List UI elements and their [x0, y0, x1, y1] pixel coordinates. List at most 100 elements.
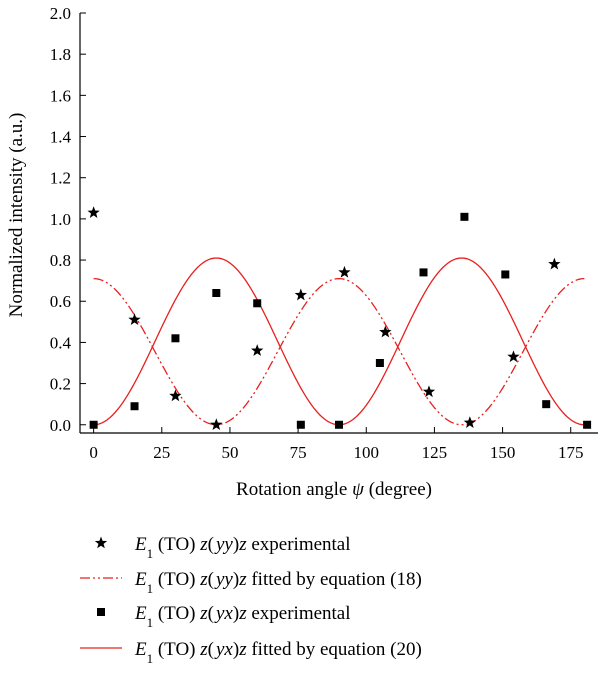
legend-label-part: y	[222, 569, 233, 590]
legend-item: E1 (TO) z(yy)z fitted by equation (18)	[80, 569, 422, 596]
y-tick-label: 0.2	[50, 375, 71, 394]
legend-label-part: z	[199, 603, 208, 624]
legend-label-part: (	[208, 569, 214, 590]
legend-square-icon	[97, 608, 105, 616]
x-tick-label: 50	[221, 443, 238, 462]
legend-label-part: fitted by equation (18)	[247, 569, 422, 590]
data-point-square	[501, 270, 510, 279]
y-tick-label: 1.2	[50, 169, 71, 188]
data-point-star	[379, 325, 392, 338]
legend-label-part: 1	[147, 615, 154, 630]
data-point-star	[251, 344, 264, 356]
legend-label-part: E	[134, 603, 147, 624]
x-tick-label: 125	[422, 443, 448, 462]
legend-label-part: z	[238, 569, 247, 590]
y-tick-label: 0.4	[50, 333, 72, 352]
legend-label-part: experimental	[247, 534, 351, 555]
legend-label-part: E	[134, 534, 147, 555]
data-point-square	[583, 420, 592, 429]
data-point-square	[542, 400, 551, 409]
y-tick-label: 0.6	[50, 292, 71, 311]
data-point-star	[128, 313, 141, 326]
legend-label-part: z	[238, 639, 247, 660]
legend-label-part: y	[214, 534, 225, 555]
x-axis-title-symbol: ψ	[352, 479, 365, 500]
legend-label-part: z	[199, 639, 208, 660]
legend-label-part: E	[134, 569, 147, 590]
y-tick-label: 1.6	[50, 86, 71, 105]
x-tick-label: 175	[558, 443, 584, 462]
legend-label-part: 1	[147, 581, 154, 596]
legend-label-part: (TO)	[153, 603, 200, 624]
legend-label-part: y	[222, 534, 233, 555]
legend-label-part: y	[214, 639, 225, 660]
y-tick-label: 1.4	[50, 128, 72, 147]
legend-label-part: y	[214, 569, 225, 590]
y-tick-label: 0.0	[50, 416, 71, 435]
data-point-square	[296, 420, 305, 429]
data-point-star	[87, 206, 100, 218]
legend-label-part: experimental	[247, 603, 351, 624]
legend-item: E1 (TO) z(yx)z experimental	[97, 603, 351, 630]
y-axis-title: Normalized intensity (a.u.)	[6, 113, 27, 318]
x-tick-label: 75	[290, 443, 307, 462]
x-axis-title-suffix: (degree)	[364, 479, 432, 500]
data-point-square	[335, 420, 343, 429]
y-tick-label: 1.8	[50, 45, 71, 64]
data-point-square	[419, 268, 428, 277]
fit-curve-yx	[93, 257, 585, 426]
x-tick-label: 100	[354, 443, 380, 462]
data-point-star	[507, 350, 520, 363]
y-tick-label: 0.8	[50, 251, 71, 270]
legend-label-part: )	[233, 639, 239, 660]
x-axis-title-prefix: Rotation angle	[236, 479, 352, 500]
data-point-star	[422, 385, 436, 398]
legend-label-part: z	[199, 534, 208, 555]
legend-label-part: (TO)	[153, 569, 200, 590]
legend-label-part: (TO)	[153, 534, 200, 555]
legend-label-part: z	[238, 534, 247, 555]
data-point-star	[463, 416, 477, 428]
data-point-star	[548, 257, 561, 270]
data-point-square	[375, 359, 384, 367]
legend-label-part: )	[233, 534, 239, 555]
data-point-square	[130, 402, 139, 411]
legend-label-part: x	[223, 639, 233, 660]
legend-label-part: (TO)	[153, 639, 200, 660]
legend-label-part: 1	[147, 651, 154, 666]
legend-label-part: y	[214, 603, 225, 624]
data-point-star	[338, 265, 351, 278]
legend-label-part: (	[208, 603, 214, 624]
legend-label-part: z	[238, 603, 247, 624]
data-point-square	[171, 334, 180, 343]
legend-label-part: )	[233, 603, 239, 624]
data-point-star	[169, 389, 182, 402]
legend-label-part: z	[199, 569, 208, 590]
legend-star-icon	[94, 536, 108, 549]
data-point-star	[294, 288, 308, 301]
legend-label-part: (	[208, 639, 214, 660]
legend-label-part: (	[208, 534, 214, 555]
legend-label: E1 (TO) z(yy)z fitted by equation (18)	[134, 569, 422, 596]
legend-label-part: x	[223, 603, 233, 624]
x-tick-label: 0	[89, 443, 98, 462]
data-point-square	[89, 420, 98, 429]
x-axis: 0 25 50 75 100 125 150 175	[89, 427, 583, 462]
legend-label: E1 (TO) z(yx)z experimental	[134, 603, 351, 630]
legend-label-part: )	[233, 569, 239, 590]
data-point-square	[253, 299, 262, 308]
data-markers	[87, 206, 592, 431]
legend-label: E1 (TO) z(yx)z fitted by equation (20)	[134, 639, 422, 666]
legend-label-part: fitted by equation (20)	[247, 639, 422, 660]
fit-curve-yy	[93, 277, 585, 426]
legend-item: E1 (TO) z(yx)z fitted by equation (20)	[80, 639, 422, 666]
x-tick-label: 25	[153, 443, 170, 462]
x-axis-title: Rotation angle ψ (degree)	[236, 479, 432, 500]
legend-label-part: E	[134, 639, 147, 660]
plot-area	[79, 13, 598, 434]
x-tick-label: 150	[490, 443, 516, 462]
fitted-curves	[93, 257, 585, 426]
legend-item: E1 (TO) z(yy)z experimental	[94, 534, 351, 561]
y-axis: 0.0 0.2 0.4 0.6 0.8 1.0 1.2 1.4 1.6 1.8 2.0	[50, 4, 86, 435]
